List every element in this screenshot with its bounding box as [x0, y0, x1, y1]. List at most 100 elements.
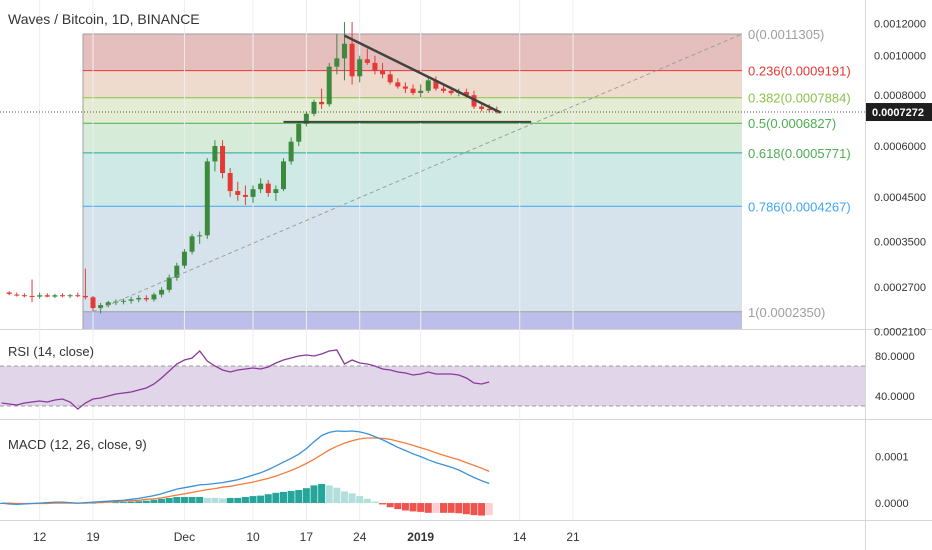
- macd-histogram-bar: [455, 503, 463, 514]
- candle-body: [6, 292, 12, 294]
- candle-body: [227, 173, 233, 192]
- fibonacci-retracement[interactable]: [82, 33, 742, 329]
- candle-body: [380, 70, 386, 75]
- candle-body: [82, 295, 88, 298]
- macd-histogram-bar: [409, 503, 417, 512]
- axes: 0.0012000 0.0010000 0.0008000 0.0006000 0.00…: [33, 18, 932, 544]
- candle-body: [441, 88, 447, 91]
- rsi-panel: 80.0000 40.0000: [0, 349, 915, 410]
- fib-level-label: 0.786(0.0004267): [748, 199, 851, 214]
- trend-drawings[interactable]: [0, 33, 865, 313]
- chart-title: Waves / Bitcoin, 1D, BINANCE: [8, 11, 200, 27]
- macd-histogram-bar: [158, 498, 166, 504]
- candle-body: [463, 91, 469, 96]
- time-tick-label: 24: [353, 530, 367, 544]
- candle-body: [250, 189, 256, 197]
- macd-histogram-bar: [470, 503, 478, 516]
- fib-level-label: 0(0.0011305): [748, 27, 824, 42]
- macd-histogram-bar: [180, 497, 188, 504]
- macd-histogram-bar: [287, 490, 295, 504]
- time-tick-label: Dec: [174, 530, 195, 544]
- fib-level-label: 0.382(0.0007884): [748, 91, 851, 106]
- macd-histogram-bar: [485, 503, 493, 516]
- macd-tick-label: 0.0000: [875, 498, 909, 510]
- candle-body: [341, 43, 347, 59]
- macd-histogram-bar: [333, 487, 341, 504]
- candle-body: [273, 189, 279, 194]
- fib-level-label: 1(0.0002350): [748, 305, 825, 320]
- macd-histogram-bar: [150, 499, 158, 504]
- descending-trendline[interactable]: [343, 34, 502, 114]
- fib-zone: [83, 311, 742, 329]
- rsi-line: [1, 349, 490, 410]
- candle-body: [364, 59, 370, 63]
- fib-labels: 0(0.0011305) 0.236(0.0009191) 0.382(0.0007…: [748, 27, 851, 320]
- macd-histogram-bar: [241, 497, 249, 504]
- candle-body: [52, 295, 58, 297]
- candle-body: [410, 88, 416, 93]
- candle-body: [281, 161, 286, 190]
- fib-zone: [83, 123, 742, 153]
- price-tick-label: 0.0003500: [874, 236, 926, 248]
- rsi-tick-label: 40.0000: [875, 391, 915, 403]
- candle-body: [21, 295, 27, 297]
- time-tick-label: 14: [513, 530, 527, 544]
- candle-body: [418, 90, 424, 93]
- fib-zone: [83, 34, 742, 71]
- macd-histogram-bar: [135, 501, 143, 504]
- price-tick-label: 0.0012000: [874, 18, 926, 30]
- macd-histogram-bar: [379, 503, 387, 505]
- candle-body: [29, 295, 35, 297]
- candle-body: [105, 302, 111, 306]
- candle-body: [128, 299, 134, 301]
- candle-body: [265, 183, 271, 194]
- candle-body: [60, 295, 66, 297]
- candle-body: [189, 236, 195, 252]
- candle-body: [303, 113, 309, 124]
- candle-body: [143, 298, 149, 300]
- macd-histogram-bar: [142, 500, 150, 504]
- fib-level-label: 0.5(0.0006827): [748, 116, 836, 131]
- candle-body: [486, 108, 492, 111]
- price-tick-label: 0.0004500: [874, 192, 926, 204]
- macd-histogram-bar: [432, 503, 440, 513]
- time-tick-label: 19: [86, 530, 100, 544]
- fib-level-label: 0.236(0.0009191): [748, 64, 851, 79]
- macd-histogram-bar: [203, 497, 211, 504]
- macd-histogram-bar: [424, 503, 432, 513]
- candle-body: [75, 295, 81, 297]
- macd-histogram-bar: [348, 493, 356, 504]
- time-tick-label: 12: [33, 530, 47, 544]
- current-price-badge: [866, 103, 932, 122]
- candle-body: [372, 62, 378, 71]
- fib-zone: [83, 70, 742, 98]
- fib-diagonal: [92, 33, 743, 313]
- candle-body: [433, 80, 439, 89]
- macd-histogram-bar: [401, 503, 409, 511]
- candle-body: [448, 90, 454, 93]
- candlestick-series: [6, 22, 500, 314]
- candle-body: [136, 298, 142, 300]
- macd-histogram-bar: [272, 492, 280, 504]
- macd-histogram-bar: [318, 483, 326, 504]
- macd-histogram-bar: [440, 503, 448, 513]
- candle-body: [120, 300, 126, 302]
- candle-body: [220, 146, 226, 174]
- macd-histogram-bar: [462, 503, 470, 515]
- price-tick-label: 0.0002700: [874, 282, 926, 294]
- candle-body: [174, 265, 180, 278]
- candle-body: [181, 251, 187, 266]
- macd-histogram-bar: [173, 497, 181, 504]
- candle-body: [151, 294, 157, 300]
- macd-histogram-bar: [257, 495, 265, 504]
- price-tick-label: 0.0010000: [874, 51, 926, 63]
- rsi-tick-label: 80.0000: [875, 351, 915, 363]
- candle-body: [204, 161, 210, 236]
- macd-histogram-bar: [211, 497, 219, 504]
- candle-body: [212, 146, 218, 162]
- macd-line: [1, 430, 490, 506]
- macd-histogram-bar: [127, 501, 135, 504]
- candle-body: [242, 194, 248, 197]
- macd-histogram-bar: [226, 497, 234, 504]
